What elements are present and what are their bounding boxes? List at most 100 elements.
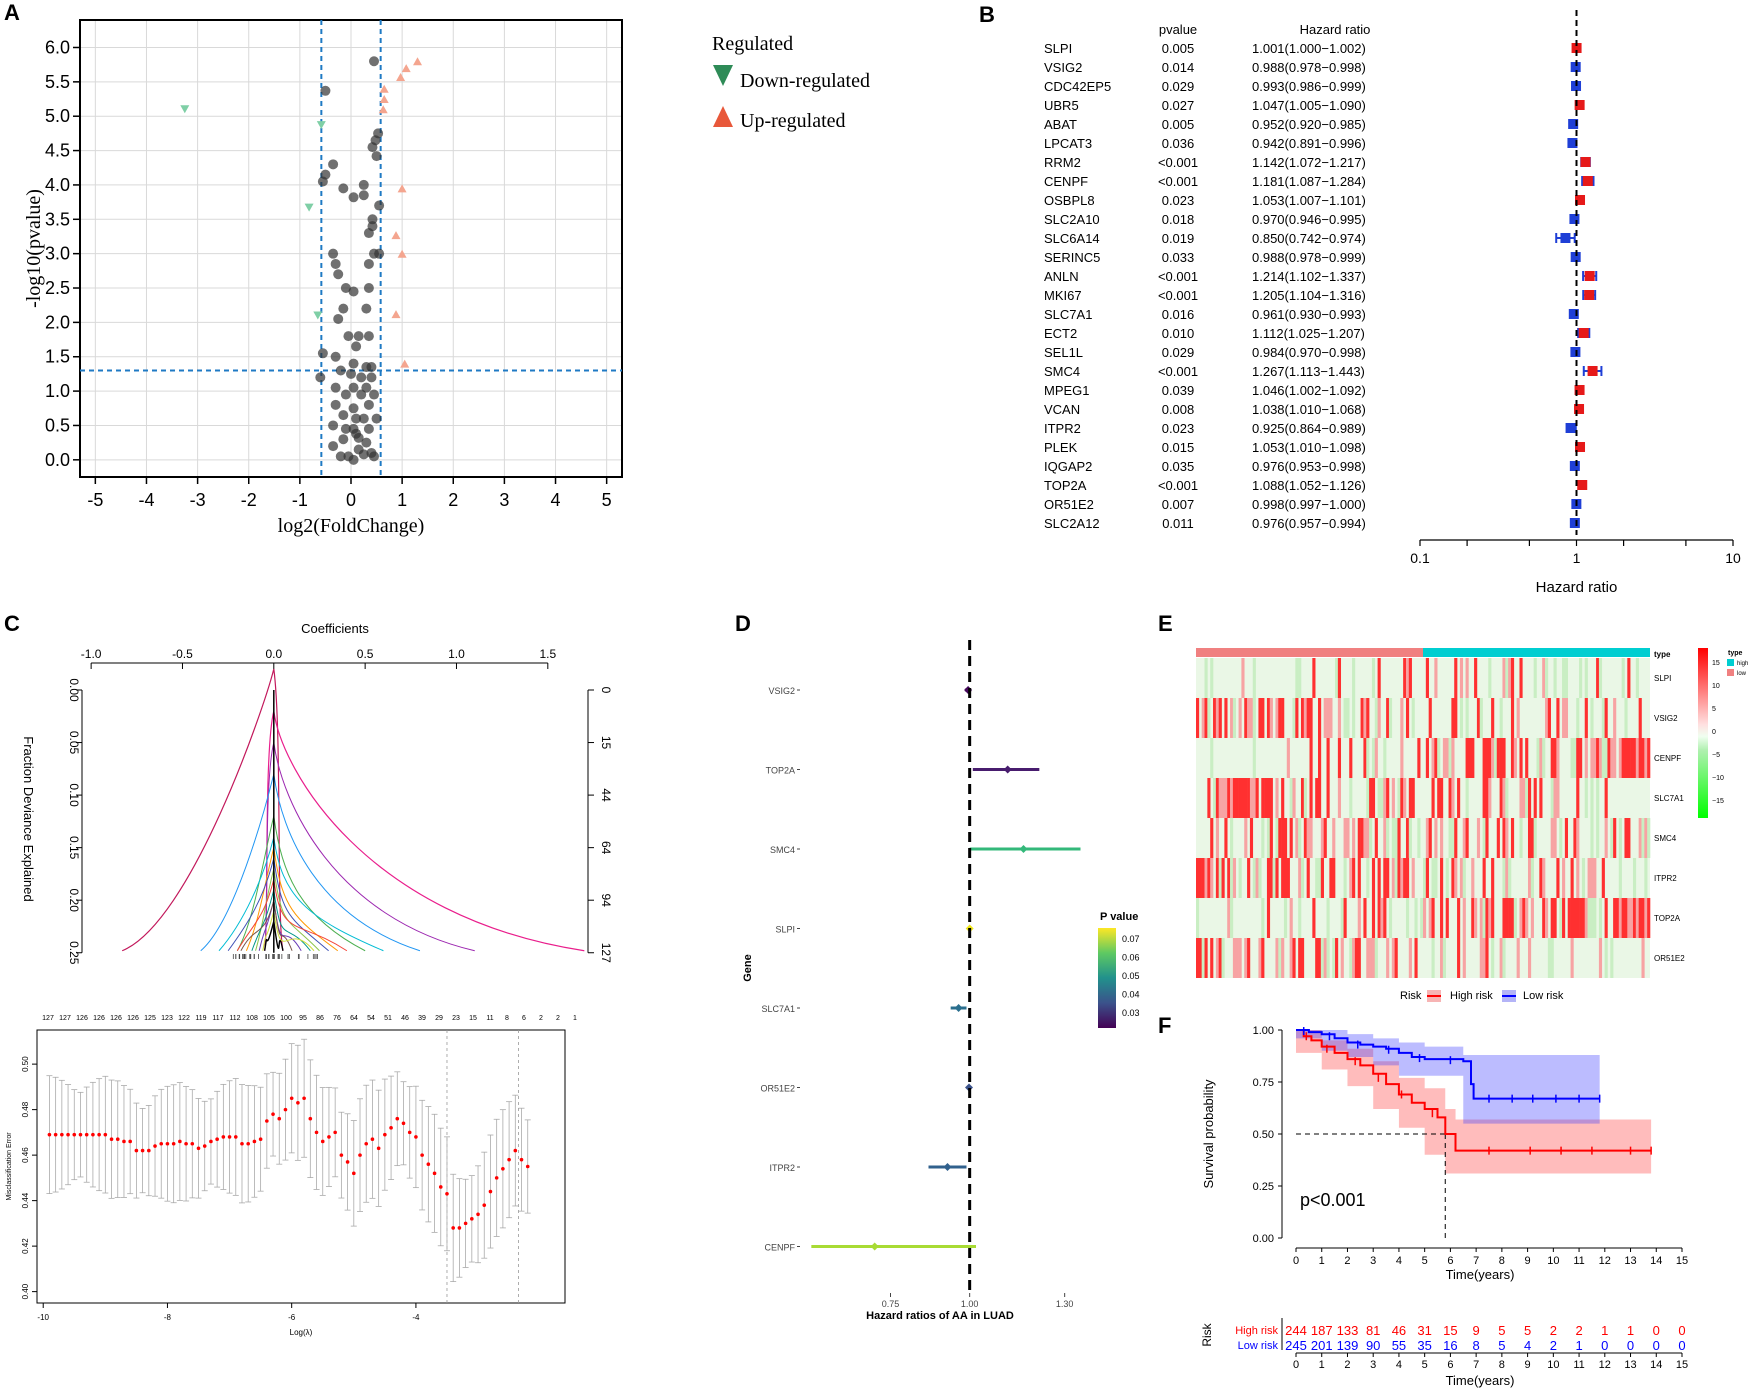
y-tick-label: 0.48 bbox=[21, 1101, 30, 1117]
heatmap-cell bbox=[1300, 938, 1305, 978]
heatmap-cell bbox=[1295, 698, 1299, 738]
hr-text: 1.181(1.087−1.284) bbox=[1252, 174, 1366, 189]
y-axis-label: Survival probability bbox=[1201, 1079, 1216, 1189]
cv-point bbox=[134, 1148, 139, 1153]
cv-point bbox=[476, 1212, 480, 1217]
cv-point bbox=[358, 1153, 362, 1157]
type-legend-low: low bbox=[1737, 671, 1747, 677]
x-axis-label: Log(λ) bbox=[290, 1328, 313, 1337]
heatmap-cell bbox=[1553, 658, 1557, 698]
ns-point bbox=[333, 269, 344, 280]
heatmap-cell bbox=[1437, 778, 1441, 818]
heatmap-cell bbox=[1261, 938, 1265, 978]
risk-count: 90 bbox=[1366, 1338, 1380, 1353]
heatmap-cell bbox=[1564, 818, 1569, 858]
heatmap-cell bbox=[1604, 778, 1608, 818]
top-count-label: 126 bbox=[110, 1015, 122, 1022]
hr-text: 1.267(1.113−1.443) bbox=[1252, 364, 1365, 379]
aa-forest-plot: VSIG2 TOP2A SMC4 SLPI SLC7A1 OR51E2 ITPR2 CENPF… bbox=[742, 640, 1140, 1322]
y-tick-label: 3.0 bbox=[45, 244, 70, 264]
heatmap-cell bbox=[1638, 898, 1642, 938]
heatmap-cell bbox=[1352, 658, 1356, 698]
hr-marker bbox=[1584, 271, 1595, 281]
heatmap-cell bbox=[1227, 778, 1231, 818]
heatmap-cell bbox=[1403, 778, 1407, 818]
ns-point bbox=[369, 451, 380, 462]
risk-count: 4 bbox=[1524, 1338, 1531, 1353]
risk-x-tick-label: 6 bbox=[1447, 1359, 1453, 1371]
heatmap-cell bbox=[1261, 698, 1265, 738]
heatmap-cell bbox=[1210, 938, 1214, 978]
heatmap-cell bbox=[1318, 738, 1322, 778]
hr-text: 0.952(0.920−0.985) bbox=[1252, 117, 1366, 132]
heatmap-cell bbox=[1326, 938, 1330, 978]
heatmap-cell bbox=[1601, 858, 1605, 898]
heatmap-cell bbox=[1550, 738, 1554, 778]
hr-marker bbox=[1570, 347, 1581, 357]
cv-point bbox=[84, 1132, 89, 1137]
cv-point bbox=[463, 1221, 468, 1226]
hr-marker bbox=[1570, 252, 1581, 262]
x-tick-label: 1.00 bbox=[961, 1299, 979, 1309]
colorbar bbox=[1698, 648, 1708, 818]
heatmap-cell bbox=[1249, 778, 1254, 818]
risk-count: 0 bbox=[1678, 1338, 1685, 1353]
heatmap-cell bbox=[1522, 898, 1526, 938]
colorbar-label: 0.04 bbox=[1122, 990, 1140, 1000]
heatmap-cell bbox=[1377, 858, 1381, 898]
gene-label: SERINC5 bbox=[1044, 250, 1100, 265]
gene-label: SLC2A10 bbox=[1044, 212, 1100, 227]
cv-point bbox=[227, 1135, 232, 1139]
heatmap-cell bbox=[1196, 938, 1200, 978]
ns-point bbox=[366, 362, 377, 373]
heatmap-cell bbox=[1423, 898, 1427, 938]
x-tick-label: -2 bbox=[241, 490, 257, 510]
annotation-low bbox=[1196, 648, 1423, 657]
heatmap-cell bbox=[1275, 778, 1279, 818]
volcano-plot: -5 -4 -3 -2 -1 0 1 2 3 4 5 0.0 0.5 1.0 1.5 2.0 2.5 3.0 3.5… bbox=[23, 19, 870, 537]
heatmap-cell bbox=[1491, 698, 1495, 738]
heatmap-cell bbox=[1343, 898, 1347, 938]
risk-count: 0 bbox=[1601, 1338, 1608, 1353]
ns-point bbox=[358, 413, 369, 424]
hr-marker bbox=[1569, 214, 1580, 224]
top-count-label: 127 bbox=[59, 1015, 71, 1022]
heatmap-cell bbox=[1604, 818, 1608, 858]
heatmap-cell bbox=[1303, 778, 1307, 818]
heatmap-cell bbox=[1576, 898, 1580, 938]
cv-point bbox=[389, 1126, 393, 1130]
heatmap-cell bbox=[1366, 778, 1370, 818]
top-count-label: 23 bbox=[452, 1015, 460, 1022]
heatmap-cell bbox=[1238, 778, 1242, 818]
heatmap-cell bbox=[1624, 898, 1628, 938]
cv-point bbox=[327, 1135, 331, 1139]
panel-label-e: E bbox=[1158, 611, 1173, 636]
x-tick-label: 0 bbox=[1293, 1255, 1299, 1267]
hr-marker bbox=[1570, 62, 1581, 72]
ns-point bbox=[361, 303, 372, 314]
hr-marker bbox=[1574, 100, 1585, 110]
heatmap-cell bbox=[1391, 938, 1395, 978]
heatmap-cell bbox=[1269, 778, 1273, 818]
heatmap-cell bbox=[1488, 738, 1492, 778]
ns-point bbox=[348, 358, 359, 369]
heatmap-cell bbox=[1630, 738, 1634, 778]
heatmap-cell bbox=[1644, 898, 1648, 938]
risk-x-tick-label: 11 bbox=[1573, 1359, 1584, 1371]
type-legend-high: high bbox=[1737, 661, 1748, 667]
gene-label: CENPF bbox=[1044, 174, 1088, 189]
heatmap-cell bbox=[1505, 778, 1509, 818]
heatmap-cell bbox=[1533, 818, 1537, 858]
heatmap-cell bbox=[1198, 858, 1202, 898]
ns-point bbox=[371, 151, 382, 162]
hr-marker bbox=[1569, 518, 1580, 528]
risk-count: 5 bbox=[1524, 1323, 1531, 1338]
y-tick-label: 0.00 bbox=[1253, 1233, 1274, 1245]
heatmap-cell bbox=[1519, 818, 1523, 858]
coefficient-path bbox=[262, 910, 315, 952]
heatmap-cell bbox=[1298, 818, 1302, 858]
heatmap-cell bbox=[1635, 738, 1639, 778]
heatmap-cell bbox=[1581, 898, 1586, 938]
cv-point bbox=[370, 1137, 375, 1141]
ns-point bbox=[340, 423, 351, 434]
